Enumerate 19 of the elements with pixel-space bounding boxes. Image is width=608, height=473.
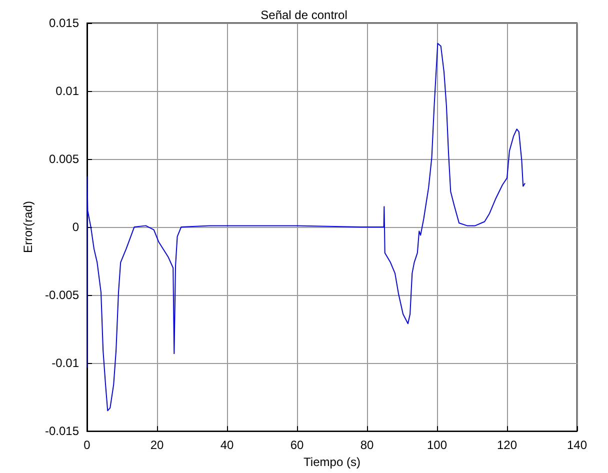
- line-series: [86, 42, 526, 412]
- y-tick-label: -0.005: [44, 288, 80, 302]
- x-tick-label: 80: [360, 438, 374, 452]
- y-tick-label: 0: [72, 220, 80, 234]
- x-tick-label: 60: [290, 438, 304, 452]
- chart-title: Señal de control: [260, 8, 348, 22]
- x-tick-label: 100: [426, 438, 448, 452]
- x-tick-label: 20: [150, 438, 164, 452]
- x-tick-label: 120: [496, 438, 518, 452]
- x-tick-label: 40: [220, 438, 234, 452]
- y-tick-label: 0.01: [56, 84, 80, 98]
- y-tick-label: -0.015: [44, 424, 80, 438]
- y-tick-label: -0.01: [52, 356, 80, 370]
- x-tick-label: 140: [566, 438, 588, 452]
- y-axis-title: Error(rad): [21, 201, 36, 254]
- x-axis-title: Tiempo (s): [304, 455, 360, 469]
- y-tick-label: 0.015: [48, 16, 80, 30]
- y-tick-label: 0.005: [48, 152, 80, 166]
- x-tick-label: 0: [84, 438, 91, 452]
